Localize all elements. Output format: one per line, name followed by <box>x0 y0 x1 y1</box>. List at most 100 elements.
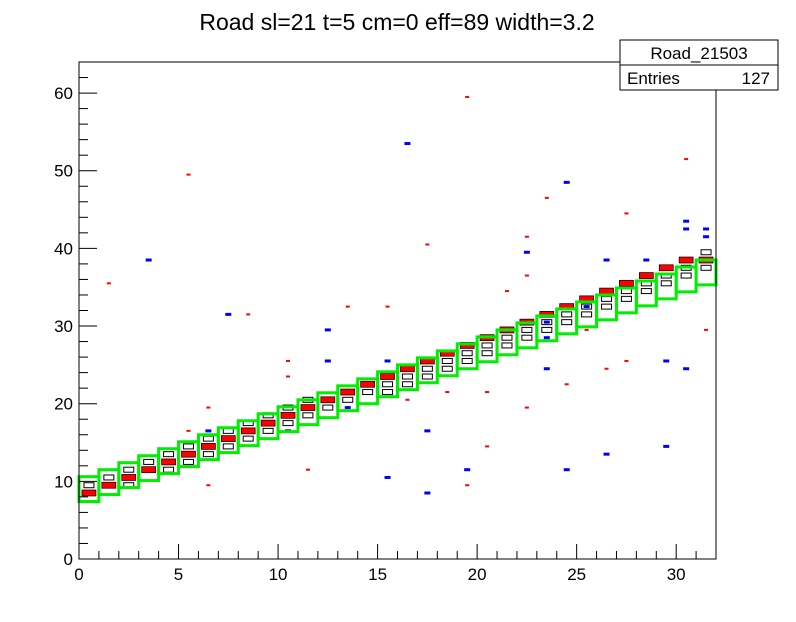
red-cell <box>186 173 191 176</box>
box-cell <box>640 288 652 295</box>
box-cell <box>620 295 632 302</box>
blue-cell <box>683 219 690 223</box>
red-cell <box>260 419 276 427</box>
box-cell <box>521 326 533 333</box>
box-cell <box>382 389 394 396</box>
red-cell <box>161 458 176 466</box>
box-cell <box>521 334 533 341</box>
box-cell <box>601 303 613 310</box>
x-tick-label: 5 <box>174 565 183 584</box>
blue-cell <box>703 227 710 231</box>
red-cell <box>524 235 529 238</box>
box-cell <box>700 264 712 271</box>
box-cell <box>401 373 413 380</box>
blue-cell <box>683 367 690 371</box>
road-box <box>495 328 519 357</box>
box-cell <box>143 458 155 465</box>
red-cell <box>201 443 216 450</box>
blue-cell <box>563 180 570 184</box>
red-cell <box>121 474 137 481</box>
blue-cell <box>663 444 670 448</box>
blue-cell <box>703 235 710 239</box>
box-cell <box>182 458 194 465</box>
red-cell <box>704 328 709 331</box>
red-cell <box>524 406 529 409</box>
stats-box: Road_21503 Entries 127 <box>619 39 779 91</box>
box-cell <box>441 365 453 372</box>
stats-box-name: Road_21503 <box>650 44 747 63</box>
blue-cell <box>683 227 690 231</box>
box-cell <box>601 295 613 302</box>
blue-cell <box>583 305 590 309</box>
blue-cell <box>145 258 152 262</box>
box-cell <box>441 357 453 364</box>
road-box <box>296 398 320 427</box>
box-cell <box>123 466 135 473</box>
red-cell <box>320 396 336 404</box>
red-cell <box>101 481 117 489</box>
blue-cell <box>424 429 431 433</box>
blue-cell <box>563 468 570 472</box>
red-cell <box>485 445 490 448</box>
x-tick-label: 25 <box>567 565 586 584</box>
red-cell <box>465 95 470 98</box>
red-cell <box>604 367 609 370</box>
blue-cell <box>225 312 232 316</box>
red-cell <box>619 279 634 287</box>
red-cell <box>465 484 470 487</box>
box-cell <box>561 311 573 318</box>
red-cell <box>186 429 191 432</box>
box-cell <box>163 451 175 458</box>
road-box <box>595 293 618 322</box>
red-cell <box>340 388 356 396</box>
road-boxes <box>77 258 718 504</box>
red-cell <box>385 305 390 308</box>
box-cell <box>541 326 553 333</box>
red-cell <box>544 196 549 199</box>
box-cell <box>501 342 513 349</box>
box-cell <box>202 435 214 442</box>
blue-cell <box>603 258 610 262</box>
red-cell <box>405 398 410 401</box>
red-cell <box>638 272 654 279</box>
y-tick-label: 30 <box>54 317 73 336</box>
box-cell <box>202 451 214 458</box>
box-cell <box>103 474 115 481</box>
x-tick-label: 0 <box>74 565 83 584</box>
red-cell <box>624 359 629 362</box>
box-cell <box>461 357 473 364</box>
box-cell <box>182 443 194 450</box>
blue-cell <box>464 468 471 472</box>
axes: 0 5 10 15 20 25 30 0 10 20 30 40 50 60 <box>54 61 717 584</box>
blue-cell <box>543 320 550 324</box>
red-cell <box>584 328 589 331</box>
box-cell <box>561 319 573 326</box>
red-cell <box>678 256 694 264</box>
x-tick-label: 15 <box>368 565 387 584</box>
red-cell <box>624 212 629 215</box>
red-cell <box>445 391 450 394</box>
red-cell <box>684 158 689 161</box>
red-cell <box>300 404 316 411</box>
blue-cell <box>384 475 391 479</box>
stats-entries-value: 127 <box>742 69 770 88</box>
red-cell <box>280 411 296 419</box>
x-tick-label: 30 <box>667 565 686 584</box>
red-cell <box>504 290 509 293</box>
box-cell <box>282 420 294 427</box>
road-box <box>614 286 638 315</box>
red-cell <box>220 435 236 442</box>
red-cell <box>380 373 395 380</box>
box-cell <box>700 249 712 256</box>
box-cell <box>382 381 394 388</box>
red-cell <box>206 484 211 487</box>
box-cell <box>302 412 314 419</box>
y-tick-label: 0 <box>64 550 73 569</box>
red-cell <box>599 287 614 295</box>
plot-frame <box>78 61 717 560</box>
box-cell <box>481 342 493 349</box>
box-cell <box>262 427 274 434</box>
red-cell <box>564 383 569 386</box>
blue-cell <box>324 359 331 363</box>
box-cell <box>222 443 234 450</box>
